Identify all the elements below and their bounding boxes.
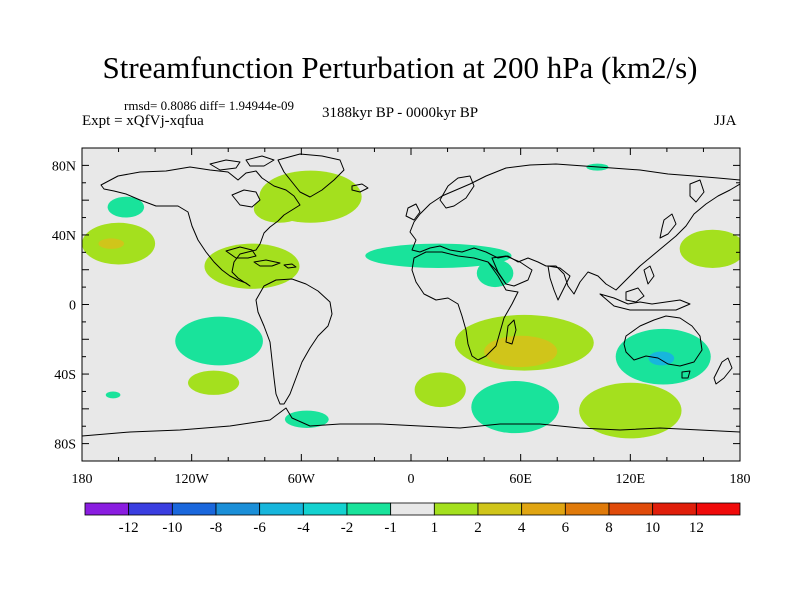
colorbar-label: 8 xyxy=(605,520,613,536)
anomaly-indian-ocean-core xyxy=(484,335,558,368)
coast-iceland xyxy=(351,183,369,193)
anomaly-south-atlantic-high xyxy=(414,372,466,408)
colorbar-box xyxy=(608,502,654,516)
lon-label: 60E xyxy=(509,472,532,487)
anomaly-south-indian-low xyxy=(471,381,560,434)
coast-philippines xyxy=(643,265,655,285)
colorbar-label: -8 xyxy=(210,520,223,536)
lon-label: 180 xyxy=(72,472,93,487)
stats-text: rmsd= 0.8086 diff= 1.94944e-09 xyxy=(124,98,295,113)
coast-arabia xyxy=(491,255,533,287)
coast-scandinavia xyxy=(439,175,475,209)
lon-label: 0 xyxy=(408,472,415,487)
anomaly-south-pacific-small-low xyxy=(105,391,121,399)
lat-label: 80S xyxy=(54,438,76,453)
coast-antarctica xyxy=(82,407,740,437)
colorbar-box xyxy=(564,502,610,516)
anomaly-atlantic-africa-low xyxy=(365,243,512,268)
experiment-label: Expt = xQfVj-xqfua xyxy=(82,113,204,129)
coast-cuba xyxy=(253,259,281,267)
coastlines xyxy=(82,153,740,437)
coast-kamchatka xyxy=(689,179,705,203)
lon-label: 120E xyxy=(616,472,646,487)
coast-south-america xyxy=(255,278,333,405)
colorbar-label: 4 xyxy=(518,520,526,536)
season-label: JJA xyxy=(714,113,737,129)
colorbar-box xyxy=(215,502,261,516)
axis-ticks xyxy=(81,147,741,462)
colorbar-label: -2 xyxy=(341,520,354,536)
colorbar-box xyxy=(259,502,304,516)
coast-new-zealand xyxy=(713,357,733,385)
anomaly-west-pacific-high xyxy=(679,229,740,268)
coast-hispaniola xyxy=(283,263,297,269)
coast-madagascar xyxy=(505,319,517,345)
colorbar-box xyxy=(433,502,479,516)
colorbar-box xyxy=(84,502,130,516)
coast-tasmania xyxy=(681,370,691,379)
colorbar-box xyxy=(346,502,392,516)
colorbar-label: 1 xyxy=(431,520,439,536)
anomaly-southern-ocean-high xyxy=(579,382,682,439)
colorbar-label: -12 xyxy=(119,520,139,536)
colorbar-label: -10 xyxy=(162,520,182,536)
coast-british-isles xyxy=(405,203,421,221)
colorbar-label: -6 xyxy=(253,520,266,536)
colorbar-box xyxy=(128,502,173,516)
colorbar: -12 -10 -8 -6 -4 -2 -1 1 2 4 6 8 10 12 xyxy=(84,502,741,536)
colorbar-box xyxy=(477,502,523,516)
anomaly-south-pacific-high xyxy=(188,370,240,395)
anomaly-central-america-high xyxy=(204,243,300,289)
anomaly-labrador-core xyxy=(253,194,305,223)
plot-title: Streamfunction Perturbation at 200 hPa (… xyxy=(102,50,698,85)
anomaly-australia-core xyxy=(648,351,675,366)
coast-eurasia xyxy=(409,163,740,295)
colorbar-box xyxy=(302,502,348,516)
coast-gulf xyxy=(225,246,257,259)
coast-borneo xyxy=(625,287,645,303)
lon-label: 120W xyxy=(175,472,210,487)
coast-indonesia xyxy=(599,293,691,311)
coast-arctic-islands xyxy=(209,155,275,171)
colorbar-label: 6 xyxy=(562,520,570,536)
coast-australia xyxy=(623,315,703,367)
colorbar-box xyxy=(390,502,435,516)
lat-label: 40S xyxy=(54,368,76,383)
anomaly-north-pacific-core xyxy=(98,238,125,249)
lon-label: 180 xyxy=(730,472,751,487)
period-label: 3188kyr BP - 0000kyr BP xyxy=(322,105,479,121)
colorbar-box xyxy=(171,502,217,516)
colorbar-label: 2 xyxy=(474,520,482,536)
coast-hudson-bay xyxy=(231,189,261,208)
anomaly-south-pacific-low xyxy=(175,316,263,366)
anomaly-drake-passage-low xyxy=(284,410,329,428)
coast-greenland xyxy=(277,153,345,198)
coast-north-america xyxy=(100,166,301,287)
anomaly-arabia-low xyxy=(476,259,514,288)
lat-label: 80N xyxy=(52,159,76,174)
lat-label: 0 xyxy=(69,299,76,314)
colorbar-box xyxy=(521,502,566,516)
anomaly-north-pacific-low xyxy=(107,196,145,218)
lon-label: 60W xyxy=(288,472,316,487)
axis-labels: 80N 40N 0 40S 80S 180 120W 60W 0 60E 120E 180 xyxy=(52,159,751,487)
colorbar-box xyxy=(695,502,741,516)
coast-japan xyxy=(659,213,677,239)
colorbar-label: -4 xyxy=(297,520,310,536)
colorbar-box xyxy=(652,502,697,516)
colorbar-label: 10 xyxy=(645,520,660,536)
coast-india xyxy=(547,265,571,301)
lat-label: 40N xyxy=(52,229,76,244)
coast-africa xyxy=(411,251,519,361)
colorbar-label: 12 xyxy=(689,520,704,536)
colorbar-label: -1 xyxy=(384,520,397,536)
